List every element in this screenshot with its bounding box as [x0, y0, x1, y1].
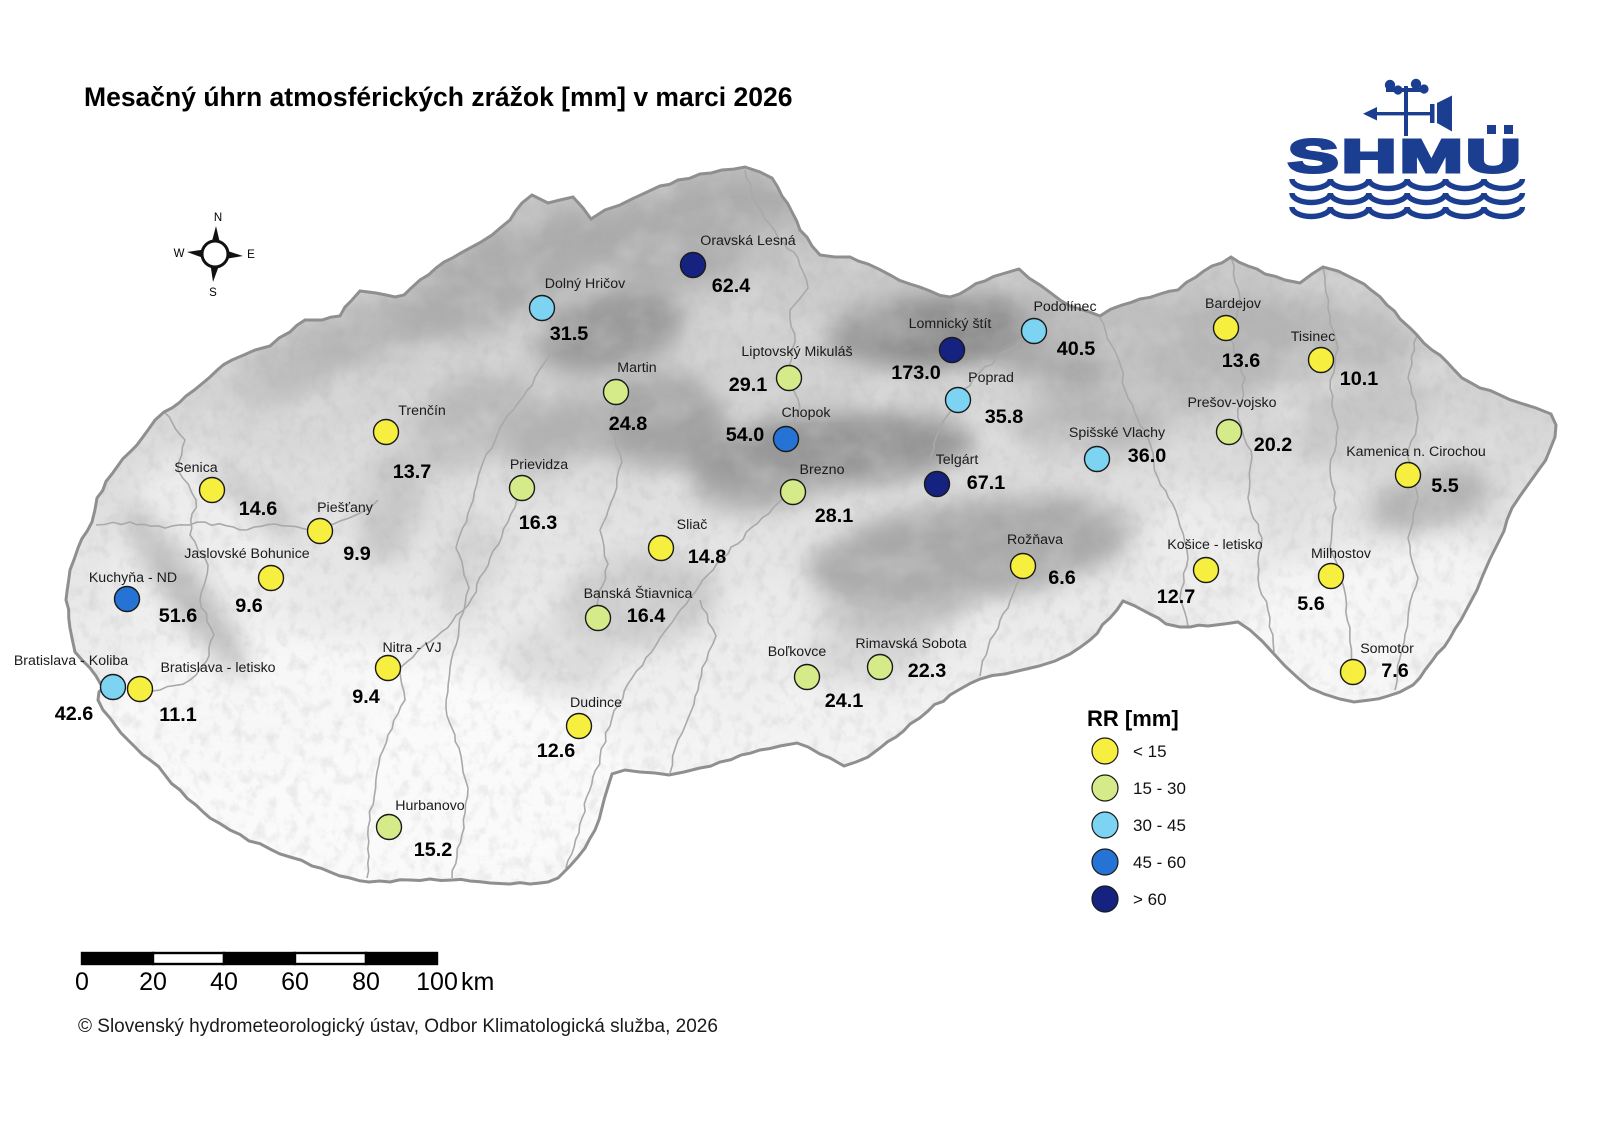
svg-text:20: 20: [139, 968, 167, 996]
svg-text:> 60: > 60: [1133, 890, 1167, 909]
svg-text:Somotor: Somotor: [1360, 641, 1414, 657]
svg-text:20.2: 20.2: [1254, 434, 1293, 456]
svg-text:km: km: [461, 968, 494, 996]
svg-text:Bratislava - letisko: Bratislava - letisko: [160, 660, 275, 676]
svg-text:Trenčín: Trenčín: [398, 403, 446, 419]
svg-text:5.5: 5.5: [1431, 475, 1459, 497]
svg-text:24.1: 24.1: [825, 690, 864, 712]
svg-text:Jaslovské Bohunice: Jaslovské Bohunice: [184, 546, 310, 562]
svg-text:6.6: 6.6: [1048, 567, 1076, 589]
svg-text:Hurbanovo: Hurbanovo: [395, 798, 465, 814]
svg-text:51.6: 51.6: [159, 605, 198, 627]
svg-text:Dudince: Dudince: [570, 695, 622, 711]
svg-text:15.2: 15.2: [414, 839, 453, 861]
svg-text:Liptovský Mikuláš: Liptovský Mikuláš: [741, 344, 852, 360]
svg-text:100: 100: [416, 968, 458, 996]
svg-text:Chopok: Chopok: [782, 405, 832, 421]
svg-text:14.8: 14.8: [688, 546, 727, 568]
svg-text:Martin: Martin: [617, 360, 656, 376]
svg-text:62.4: 62.4: [712, 275, 751, 297]
svg-text:Senica: Senica: [174, 460, 217, 476]
svg-text:RR [mm]: RR [mm]: [1087, 706, 1179, 731]
svg-text:Nitra - VJ: Nitra - VJ: [382, 640, 441, 656]
svg-text:Boľkovce: Boľkovce: [768, 644, 827, 660]
svg-text:N: N: [214, 212, 222, 224]
svg-text:40.5: 40.5: [1057, 338, 1096, 360]
svg-text:Oravská Lesná: Oravská Lesná: [700, 233, 796, 249]
svg-text:12.7: 12.7: [1157, 586, 1196, 608]
svg-text:173.0: 173.0: [891, 362, 941, 384]
svg-text:Rimavská Sobota: Rimavská Sobota: [855, 636, 966, 652]
svg-text:Prievidza: Prievidza: [510, 457, 568, 473]
svg-text:Podolínec: Podolínec: [1033, 299, 1096, 315]
svg-text:40: 40: [210, 968, 238, 996]
svg-text:Prešov-vojsko: Prešov-vojsko: [1187, 395, 1276, 411]
svg-text:Lomnický štít: Lomnický štít: [909, 316, 992, 332]
svg-text:13.6: 13.6: [1222, 350, 1261, 372]
svg-text:W: W: [174, 248, 185, 260]
svg-text:Banská Štiavnica: Banská Štiavnica: [584, 585, 693, 602]
svg-text:16.3: 16.3: [519, 512, 558, 534]
svg-text:© Slovenský hydrometeorologick: © Slovenský hydrometeorologický ústav, O…: [78, 1016, 718, 1037]
svg-text:5.6: 5.6: [1297, 593, 1325, 615]
svg-text:Kamenica n. Cirochou: Kamenica n. Cirochou: [1346, 444, 1486, 460]
svg-text:54.0: 54.0: [726, 424, 765, 446]
svg-text:0: 0: [75, 968, 89, 996]
svg-text:67.1: 67.1: [967, 472, 1006, 494]
svg-text:Kuchyňa - ND: Kuchyňa - ND: [89, 570, 177, 586]
svg-text:Mesačný úhrn atmosférických zr: Mesačný úhrn atmosférických zrážok [mm] …: [84, 82, 792, 112]
svg-text:31.5: 31.5: [550, 323, 589, 345]
svg-text:13.7: 13.7: [393, 461, 432, 483]
svg-text:80: 80: [352, 968, 380, 996]
svg-text:Poprad: Poprad: [968, 370, 1014, 386]
svg-text:42.6: 42.6: [55, 703, 94, 725]
svg-text:35.8: 35.8: [985, 406, 1024, 428]
svg-text:Telgárt: Telgárt: [936, 452, 979, 468]
svg-text:Sliač: Sliač: [677, 517, 708, 533]
svg-text:14.6: 14.6: [239, 498, 278, 520]
svg-text:Dolný Hričov: Dolný Hričov: [545, 276, 626, 292]
svg-text:Košice - letisko: Košice - letisko: [1167, 537, 1263, 553]
svg-text:7.6: 7.6: [1381, 660, 1409, 682]
svg-text:22.3: 22.3: [908, 660, 947, 682]
svg-text:Bratislava - Koliba: Bratislava - Koliba: [14, 653, 128, 669]
svg-text:15 - 30: 15 - 30: [1133, 779, 1186, 798]
svg-text:60: 60: [281, 968, 309, 996]
svg-text:29.1: 29.1: [729, 374, 768, 396]
svg-text:10.1: 10.1: [1340, 368, 1379, 390]
svg-text:30 - 45: 30 - 45: [1133, 816, 1186, 835]
svg-text:36.0: 36.0: [1128, 445, 1167, 467]
svg-text:9.6: 9.6: [235, 595, 263, 617]
svg-text:9.9: 9.9: [343, 543, 371, 565]
svg-text:SHMU: SHMU: [1288, 130, 1524, 182]
svg-text:S: S: [209, 287, 217, 299]
svg-text:Brezno: Brezno: [800, 462, 845, 478]
svg-text:Spišské Vlachy: Spišské Vlachy: [1069, 425, 1166, 441]
svg-text:9.4: 9.4: [352, 686, 380, 708]
svg-text:24.8: 24.8: [609, 413, 648, 435]
svg-text:E: E: [247, 249, 255, 261]
svg-text:< 15: < 15: [1133, 742, 1167, 761]
svg-text:Piešťany: Piešťany: [317, 500, 374, 516]
svg-text:12.6: 12.6: [537, 740, 576, 762]
svg-text:45 - 60: 45 - 60: [1133, 853, 1186, 872]
svg-text:Milhostov: Milhostov: [1311, 546, 1372, 562]
svg-text:11.1: 11.1: [159, 704, 196, 726]
svg-text:16.4: 16.4: [627, 605, 666, 627]
svg-text:28.1: 28.1: [815, 505, 854, 527]
svg-text:Bardejov: Bardejov: [1205, 296, 1262, 312]
svg-text:Tisinec: Tisinec: [1291, 329, 1335, 345]
svg-text:Rožňava: Rožňava: [1007, 532, 1063, 548]
